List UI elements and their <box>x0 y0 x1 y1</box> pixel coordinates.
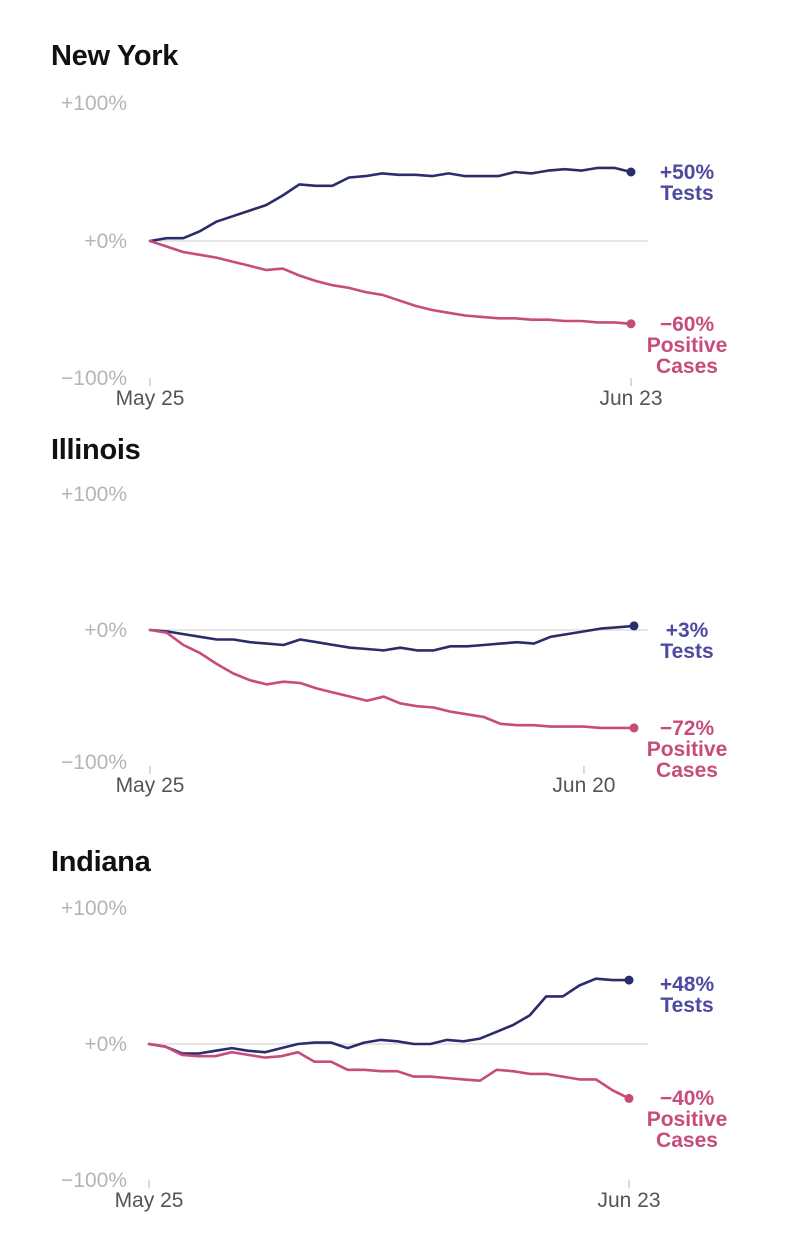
y-tick-label: −100% <box>61 1169 127 1192</box>
y-tick-label: +100% <box>61 92 127 115</box>
end-value-label: −60% <box>660 313 715 336</box>
series-name-label: Tests <box>660 994 713 1017</box>
tests-end-dot <box>626 167 636 177</box>
y-tick-label: +0% <box>84 1033 127 1056</box>
panel-new-york: New York +100% +0% −100% May 25 Jun 23 +50% Te… <box>0 0 804 416</box>
chart-title: Illinois <box>51 434 141 466</box>
positive-cases-line <box>148 628 636 730</box>
x-tick-label: Jun 20 <box>552 774 615 797</box>
series-name-label: Positive <box>647 1108 728 1131</box>
chart-new-york: +100% +0% −100%May 25 Jun 23 +50%Tests −60%Po… <box>61 92 728 410</box>
y-tick-label: −100% <box>61 751 127 774</box>
series-name-label: Cases <box>656 355 718 378</box>
x-tick-label: May 25 <box>116 774 185 797</box>
series-name-label: Cases <box>656 759 718 782</box>
series-name-label: Tests <box>660 640 713 663</box>
x-tick-label: May 25 <box>116 387 185 410</box>
series-name-label: Positive <box>647 334 728 357</box>
panel-indiana: Indiana +100% +0% −100% May 25 Jun 23 +48% Tes… <box>0 808 804 1252</box>
chart-indiana: +100% +0% −100%May 25 Jun 23 +48%Tests −40%Po… <box>61 897 728 1212</box>
y-tick-label: +0% <box>84 619 127 642</box>
end-value-label: +48% <box>660 973 715 996</box>
panel-illinois: Illinois +100% +0% −100% May 25 Jun 20 +3% Tes… <box>0 416 804 808</box>
positive-cases-end-dot <box>626 319 636 329</box>
end-value-label: −40% <box>660 1087 715 1110</box>
positive-cases-end-dot <box>629 723 639 733</box>
y-tick-label: +100% <box>61 897 127 920</box>
tests-end-dot <box>629 621 639 631</box>
y-tick-label: +0% <box>84 230 127 253</box>
positive-cases-line <box>147 1042 631 1100</box>
chart-illinois: +100% +0% −100%May 25 Jun 20 +3%Tests −72%Pos… <box>61 483 728 797</box>
series-name-label: Positive <box>647 738 728 761</box>
x-tick-label: Jun 23 <box>599 387 662 410</box>
series-name-label: Tests <box>660 182 713 205</box>
tests-end-dot <box>624 975 634 985</box>
series-name-label: Cases <box>656 1129 718 1152</box>
chart-title: New York <box>51 40 179 72</box>
end-value-label: +3% <box>666 619 709 642</box>
tests-line <box>148 166 633 243</box>
tests-line <box>148 624 636 652</box>
positive-cases-end-dot <box>624 1093 634 1103</box>
y-tick-label: −100% <box>61 367 127 390</box>
chart-title: Indiana <box>51 846 151 878</box>
end-value-label: +50% <box>660 161 715 184</box>
positive-cases-line <box>148 239 633 326</box>
y-tick-label: +100% <box>61 483 127 506</box>
x-tick-label: May 25 <box>115 1189 184 1212</box>
end-value-label: −72% <box>660 717 715 740</box>
tests-line <box>147 977 631 1055</box>
x-tick-label: Jun 23 <box>597 1189 660 1212</box>
